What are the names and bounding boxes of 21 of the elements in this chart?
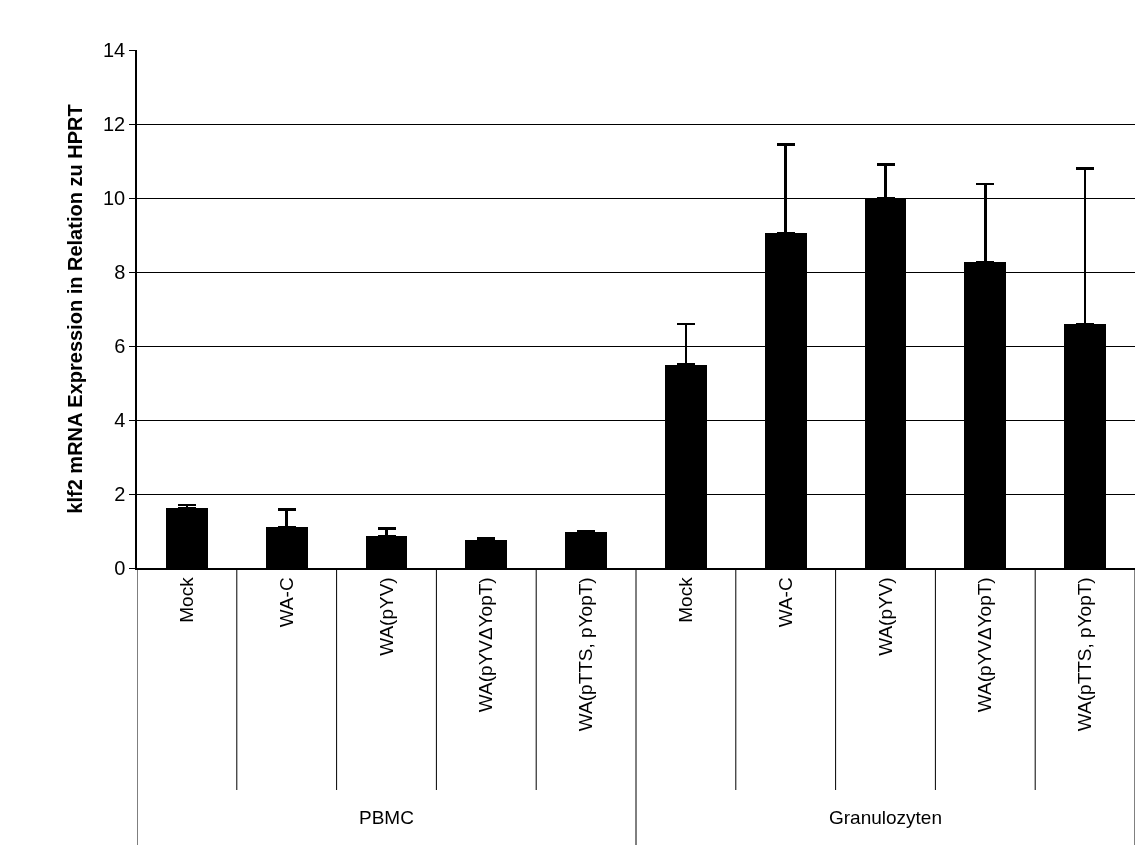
y-tick-label: 4 <box>114 409 126 431</box>
y-tick-label: 0 <box>114 557 126 579</box>
y-tick-label: 10 <box>103 187 126 209</box>
x-tick-label: WA(pYVΔYopT) <box>475 577 497 713</box>
x-tick-label: WA-C <box>774 577 796 628</box>
y-tick-label: 14 <box>103 39 126 61</box>
text: PBMC <box>359 807 414 828</box>
x-tick-label: WA(pYV) <box>375 577 397 656</box>
x-tick-label: WA(pYV) <box>874 577 896 656</box>
x-tick-label: WA(pYVΔYopT) <box>974 577 996 713</box>
x-tick-label: WA(pTTS, pYopT) <box>1074 577 1096 732</box>
x-tick-label: WA(pTTS, pYopT) <box>575 577 597 732</box>
y-tick-label: 8 <box>114 261 126 283</box>
x-tick-label: WA-C <box>275 577 297 628</box>
x-tick-label: Mock <box>675 576 697 623</box>
x-tick-label: Mock <box>176 576 198 623</box>
y-axis-title: klf2 mRNA Expression in Relation zu HPRT <box>64 104 86 514</box>
y-tick-label: 2 <box>114 483 126 505</box>
y-tick-label: 6 <box>114 335 126 357</box>
text: Granulozyten <box>829 807 943 828</box>
y-tick-label: 12 <box>103 113 126 135</box>
